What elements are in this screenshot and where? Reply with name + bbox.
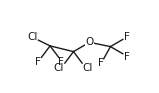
Text: Cl: Cl: [54, 63, 64, 73]
Text: F: F: [98, 58, 104, 68]
Text: F: F: [58, 57, 64, 67]
Text: F: F: [35, 57, 41, 67]
Text: O: O: [85, 37, 94, 47]
Text: F: F: [124, 32, 129, 42]
Text: Cl: Cl: [27, 32, 37, 42]
Text: F: F: [124, 52, 129, 62]
Text: Cl: Cl: [83, 63, 93, 73]
